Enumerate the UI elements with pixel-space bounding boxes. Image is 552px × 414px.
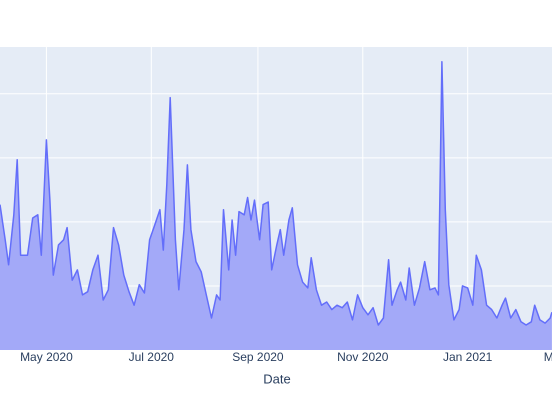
x-tick-label: Jul 2020: [129, 350, 175, 364]
area-fill: [0, 61, 552, 350]
x-tick-label: May 2020: [20, 350, 73, 364]
x-tick-label: Mar 2021: [544, 350, 552, 364]
x-tick-label: Sep 2020: [232, 350, 284, 364]
x-tick-label: Nov 2020: [337, 350, 389, 364]
x-axis-title: Date: [263, 371, 290, 386]
area-line: [0, 60, 552, 326]
x-tick-label: Jan 2021: [443, 350, 493, 364]
